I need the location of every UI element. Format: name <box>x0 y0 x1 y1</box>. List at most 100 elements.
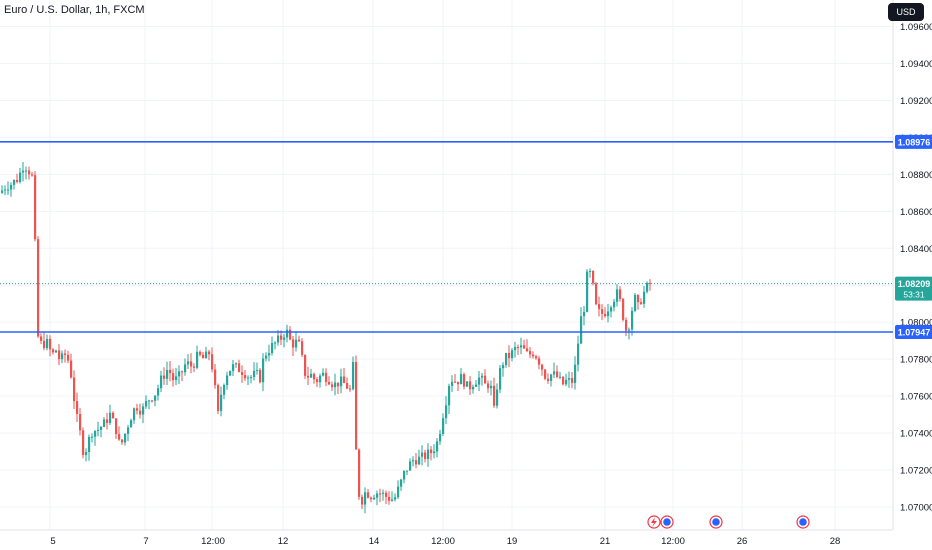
candle-body <box>310 373 313 378</box>
currency-button[interactable]: USD <box>888 3 924 21</box>
candle-body <box>505 352 508 366</box>
candle-body <box>307 375 310 378</box>
candle-body <box>22 170 25 173</box>
candle-body <box>7 189 10 191</box>
candle-body <box>226 375 229 386</box>
candle-body <box>58 350 61 360</box>
candle-body <box>325 372 328 382</box>
x-tick-label: 19 <box>507 536 518 547</box>
candle-body <box>313 373 316 380</box>
y-tick-label: 1.07800 <box>900 355 932 366</box>
candle-body <box>445 405 448 419</box>
candle-body <box>232 364 235 371</box>
candle-body <box>97 429 100 431</box>
candle-body <box>127 427 130 434</box>
candle-body <box>145 401 148 407</box>
candle-body <box>253 370 256 378</box>
candle-body <box>628 329 631 331</box>
candle-body <box>346 383 349 389</box>
candle-body <box>403 470 406 480</box>
last-price-label: 1.08209 <box>898 279 931 289</box>
candle-body <box>79 414 82 431</box>
y-tick-label: 1.07400 <box>900 429 932 440</box>
candle-body <box>244 374 247 379</box>
candle-body <box>304 354 307 376</box>
candle-body <box>427 449 430 459</box>
candle-body <box>439 433 442 442</box>
candle-body <box>376 493 379 498</box>
candle-body <box>358 449 361 497</box>
candle-body <box>298 339 301 342</box>
candle-body <box>412 460 415 462</box>
candle-body <box>574 364 577 383</box>
candle-body <box>388 496 391 501</box>
candle-body <box>100 426 103 430</box>
candle-body <box>601 309 604 314</box>
candle-body <box>88 436 91 452</box>
candle-body <box>490 385 493 389</box>
candle-body <box>208 351 211 355</box>
candle-body <box>472 386 475 390</box>
y-tick-label: 1.07600 <box>900 392 932 403</box>
candle-body <box>277 335 280 343</box>
candle-body <box>400 479 403 487</box>
x-tick-label: 12 <box>278 536 289 547</box>
candle-body <box>469 381 472 390</box>
candle-body <box>337 382 340 387</box>
candle-body <box>541 364 544 370</box>
candle-body <box>214 369 217 386</box>
candle-body <box>367 492 370 498</box>
candle-body <box>451 381 454 386</box>
candle-body <box>238 363 241 373</box>
candle-body <box>55 350 58 353</box>
y-tick-label: 1.08400 <box>900 244 932 255</box>
candle-body <box>526 348 529 352</box>
candle-body <box>604 313 607 317</box>
x-tick-label: 12:00 <box>201 536 225 547</box>
candle-body <box>409 461 412 471</box>
candle-body <box>640 302 643 304</box>
candle-body <box>124 433 127 443</box>
candle-body <box>454 381 457 383</box>
candle-body <box>49 338 52 350</box>
candle-body <box>40 336 43 341</box>
candle-body <box>379 493 382 495</box>
level-price-tag <box>895 134 932 149</box>
candle-body <box>220 394 223 411</box>
candle-body <box>25 170 28 172</box>
candle-body <box>133 408 136 421</box>
candle-body <box>520 345 523 348</box>
candle-body <box>328 381 331 385</box>
candle-body <box>241 372 244 375</box>
candle-body <box>70 360 73 378</box>
candle-body <box>619 289 622 299</box>
candle-body <box>286 329 289 338</box>
candle-body <box>112 412 115 419</box>
candle-body <box>550 374 553 381</box>
candle-body <box>553 371 556 375</box>
y-tick-label: 1.08000 <box>900 318 932 329</box>
candle-body <box>475 384 478 387</box>
economic-event-icon-inner <box>663 518 671 526</box>
candle-body <box>103 419 106 427</box>
candle-body <box>235 363 238 365</box>
candle-body <box>334 382 337 388</box>
x-tick-label: 5 <box>50 536 55 547</box>
candle-body <box>643 291 646 304</box>
candle-body <box>10 184 13 190</box>
candle-body <box>571 378 574 383</box>
candle-body <box>331 384 334 388</box>
candle-body <box>118 434 121 440</box>
candle-body <box>157 388 160 396</box>
candle-body <box>13 180 16 185</box>
candle-body <box>274 342 277 344</box>
candle-body <box>616 289 619 302</box>
candle-body <box>292 339 295 348</box>
candle-body <box>139 410 142 415</box>
candle-body <box>148 400 151 402</box>
candle-body <box>169 369 172 374</box>
candle-body <box>373 497 376 500</box>
candle-body <box>343 376 346 384</box>
